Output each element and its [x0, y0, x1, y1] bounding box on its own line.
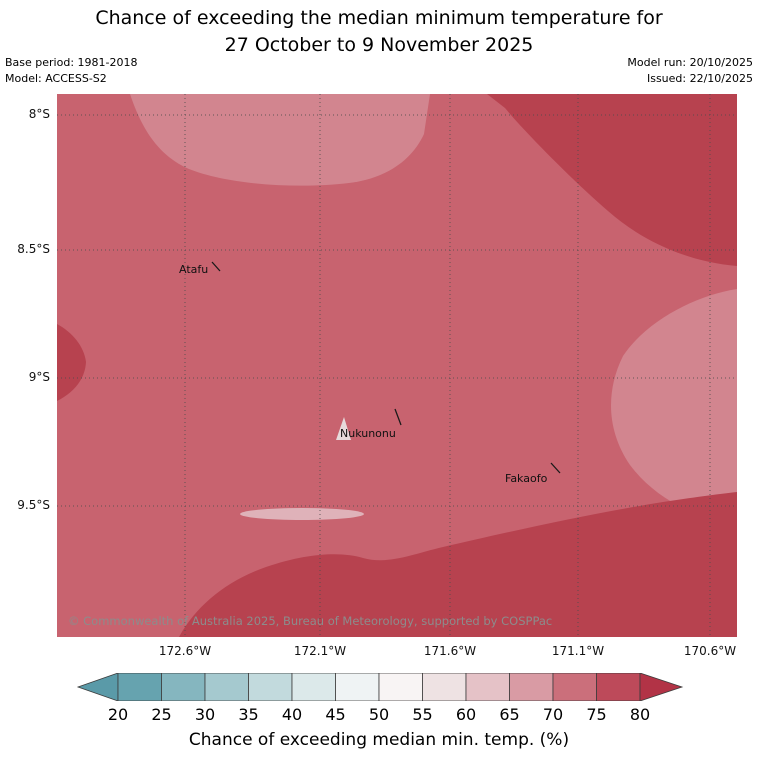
lon-tick-172-1w: 172.1°W	[293, 644, 347, 658]
cb-tick-80: 80	[629, 705, 651, 724]
atafu-label: Atafu	[179, 263, 208, 276]
colorbar-segment-55-60	[422, 673, 467, 701]
lat-tick-9-5s: 9.5°S	[17, 498, 50, 512]
lat-tick-9s: 9°S	[28, 370, 50, 384]
contour-band-75-80-south	[179, 492, 737, 637]
colorbar-segment-20-25	[117, 673, 162, 701]
lon-tick-171-6w: 171.6°W	[423, 644, 477, 658]
model-run-text: Model run: 20/10/2025	[627, 56, 753, 69]
cb-tick-50: 50	[368, 705, 390, 724]
lon-tick-172-6w: 172.6°W	[158, 644, 212, 658]
lon-tick-171-1w: 171.1°W	[551, 644, 605, 658]
issued-text: Issued: 22/10/2025	[646, 71, 753, 85]
colorbar	[76, 673, 684, 701]
nukunonu-marker	[394, 408, 402, 426]
colorbar-segment-60-65	[465, 673, 510, 701]
model-text: Model: ACCESS-S2	[5, 71, 107, 85]
page-title: Chance of exceeding the median minimum t…	[0, 5, 758, 59]
colorbar-segment-35-40	[248, 673, 293, 701]
nukunonu-atoll-shape	[336, 417, 351, 440]
contour-band-75-80-west	[57, 324, 86, 401]
cb-tick-70: 70	[542, 705, 564, 724]
colorbar-axis-label: Chance of exceeding median min. temp. (%…	[188, 730, 570, 750]
colorbar-segment-25-30	[161, 673, 206, 701]
colorbar-segment-75-80	[596, 673, 641, 701]
lon-tick-170-6w: 170.6°W	[683, 644, 737, 658]
contour-band-65-70-east	[611, 289, 737, 524]
colorbar-segment-70-75	[552, 673, 597, 701]
meta-right: Model run: 20/10/2025 Issued: 22/10/2025	[627, 55, 753, 87]
cb-tick-20: 20	[107, 705, 129, 724]
cb-tick-45: 45	[325, 705, 346, 724]
colorbar-arrow-right	[639, 673, 684, 701]
colorbar-segment-50-55	[378, 673, 423, 701]
fakaofo-label: Fakaofo	[505, 472, 548, 485]
title-line-1: Chance of exceeding the median minimum t…	[95, 7, 663, 29]
lat-tick-8s: 8°S	[28, 107, 50, 121]
probability-map: Atafu Nukunonu Fakaofo © Commonwealth of…	[57, 94, 737, 637]
atoll-markers	[211, 261, 561, 474]
contour-band-60-65-sliver	[240, 508, 364, 520]
title-line-2: 27 October to 9 November 2025	[224, 33, 534, 56]
base-period-text: Base period: 1981-2018	[5, 56, 138, 69]
copyright-text: © Commonwealth of Australia 2025, Bureau…	[68, 614, 552, 628]
colorbar-segment-65-70	[509, 673, 554, 701]
cb-tick-55: 55	[412, 705, 433, 724]
colorbar-segment-45-50	[335, 673, 380, 701]
colorbar-segment-30-35	[204, 673, 249, 701]
atafu-marker	[211, 261, 221, 272]
cb-tick-35: 35	[238, 705, 259, 724]
graticule-gridlines	[57, 94, 737, 637]
colorbar-segment-40-45	[291, 673, 336, 701]
meta-left: Base period: 1981-2018 Model: ACCESS-S2	[5, 55, 137, 87]
colorbar-arrow-left	[76, 673, 119, 701]
cb-tick-30: 30	[194, 705, 216, 724]
cb-tick-60: 60	[455, 705, 477, 724]
fakaofo-marker	[550, 462, 561, 474]
nukunonu-label: Nukunonu	[340, 427, 396, 440]
contour-band-65-70-top	[130, 94, 430, 186]
cb-tick-65: 65	[499, 705, 520, 724]
cb-tick-40: 40	[281, 705, 303, 724]
cb-tick-75: 75	[586, 705, 607, 724]
cb-tick-25: 25	[151, 705, 172, 724]
contour-band-75-80-northeast	[487, 94, 737, 266]
lat-tick-8-5s: 8.5°S	[17, 242, 50, 256]
